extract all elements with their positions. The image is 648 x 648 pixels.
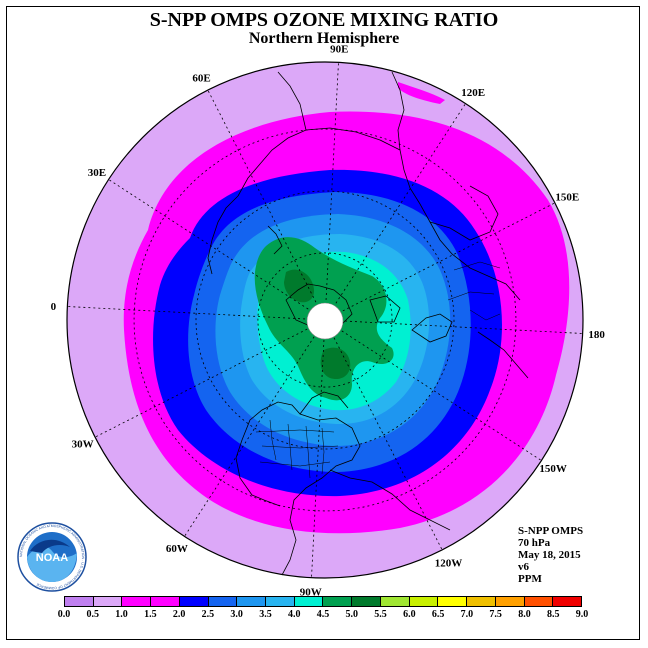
map-boundary xyxy=(66,61,584,579)
noaa-logo: NOAA NATIONAL OCEANIC AND ATMOSPHERIC AD… xyxy=(17,522,87,592)
colorbar-swatch xyxy=(294,597,324,606)
longitude-label: 0 xyxy=(51,301,57,313)
band-5.0-5.5-b xyxy=(320,347,351,380)
longitude-label: 30E xyxy=(88,167,106,179)
pole-no-data xyxy=(306,302,344,340)
logo-text: NOAA xyxy=(36,552,68,564)
latitude-circle xyxy=(257,252,393,388)
colorbar-tick-label: 5.0 xyxy=(345,609,359,620)
longitude-label: 120E xyxy=(461,87,485,99)
main-title: S-NPP OMPS OZONE MIXING RATIO xyxy=(149,9,499,31)
longitude-label: 30W xyxy=(72,438,94,450)
colorbar-swatch xyxy=(122,597,152,606)
info-units: PPM xyxy=(518,573,542,585)
colorbar-tick-label: 2.0 xyxy=(172,609,186,620)
colorbar-swatch xyxy=(467,597,496,606)
colorbar-tick-label: 4.0 xyxy=(287,609,301,620)
colorbar-swatch xyxy=(553,597,581,606)
colorbar-swatch xyxy=(495,597,525,606)
info-instrument: S-NPP OMPS xyxy=(518,525,584,537)
colorbar-tick-label: 4.5 xyxy=(316,609,330,620)
info-block: S-NPP OMPS 70 hPa May 18, 2015 v6 PPM xyxy=(518,525,583,585)
colorbar-swatch xyxy=(409,597,439,606)
longitude-label: 60E xyxy=(192,73,210,85)
colorbar-tick-label: 6.0 xyxy=(403,609,416,620)
latitude-circle xyxy=(195,190,455,450)
colorbar xyxy=(64,596,582,607)
longitude-labels: 90E 60E 30E 0 30W 60W 90W 120W 150W 180 150E 120E xyxy=(51,43,606,598)
graticule xyxy=(67,62,583,578)
colorbar-swatch xyxy=(352,597,381,606)
colorbar-tick-label: 3.5 xyxy=(259,609,272,620)
colorbar-swatch xyxy=(208,597,238,606)
colorbar-swatch xyxy=(323,597,353,606)
info-date: May 18, 2015 xyxy=(518,549,581,561)
band-5.0-5.5-a xyxy=(284,269,315,303)
colorbar-tick-label: 8.5 xyxy=(546,609,560,620)
political-borders xyxy=(255,261,501,479)
colorbar-swatch xyxy=(179,597,209,606)
info-version: v6 xyxy=(518,561,529,573)
band-1.0-1.5-fragment xyxy=(398,82,445,104)
colorbar-swatch xyxy=(93,597,123,606)
latitude-circle xyxy=(133,128,517,512)
colorbar-tick-label: 3.0 xyxy=(230,609,243,620)
longitude-label: 60W xyxy=(166,543,188,555)
info-level: 70 hPa xyxy=(518,537,551,549)
colorbar-swatch xyxy=(151,597,180,606)
colorbar-swatch xyxy=(438,597,468,606)
longitude-label: 90E xyxy=(330,43,348,55)
colorbar-ticks: 0.0 0.5 1.0 1.5 2.0 2.5 3.0 3.5 4.0 4.5 5.0 5.5 6.0 6… xyxy=(0,609,648,623)
longitude-label: 180 xyxy=(588,329,605,341)
colorbar-tick-label: 2.5 xyxy=(201,609,215,620)
colorbar-tick-label: 8.0 xyxy=(518,609,531,620)
colorbar-swatch xyxy=(237,597,267,606)
colorbar-tick-label: 1.5 xyxy=(144,609,157,620)
figure-frame xyxy=(6,6,640,640)
colorbar-tick-label: 0.5 xyxy=(86,609,100,620)
longitude-label: 150E xyxy=(555,192,579,204)
colorbar-swatch xyxy=(65,597,94,606)
colorbar-swatch xyxy=(380,597,410,606)
colorbar-tick-label: 1.0 xyxy=(115,609,128,620)
longitude-label: 120W xyxy=(435,557,463,569)
colorbar-tick-label: 0.0 xyxy=(57,609,71,620)
colorbar-tick-label: 7.5 xyxy=(489,609,502,620)
colorbar-swatch xyxy=(524,597,554,606)
longitude-label: 150W xyxy=(539,463,567,475)
sub-title: Northern Hemisphere xyxy=(248,30,400,47)
colorbar-tick-label: 9.0 xyxy=(575,609,589,620)
colorbar-tick-label: 5.5 xyxy=(374,609,387,620)
longitude-label: 90W xyxy=(300,587,322,599)
colorbar-swatch xyxy=(266,597,295,606)
colorbar-tick-label: 6.5 xyxy=(431,609,445,620)
colorbar-tick-label: 7.0 xyxy=(460,609,474,620)
